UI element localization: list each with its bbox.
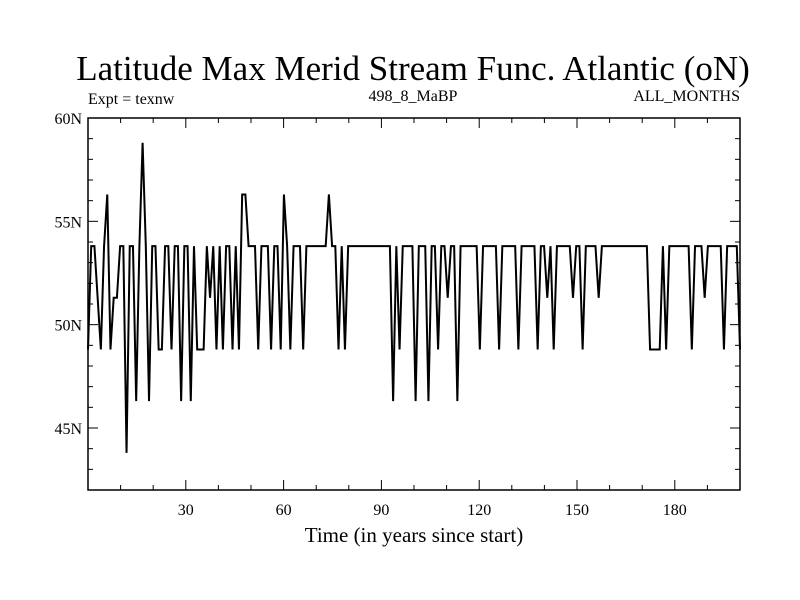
x-tick-label: 30 [178,502,194,519]
y-tick-label: 55N [54,214,82,231]
x-tick-label: 90 [373,502,389,519]
period-label: 498_8_MaBP [369,88,458,105]
y-tick-label: 60N [54,111,82,128]
x-axis-label: Time (in years since start) [305,523,524,547]
chart-title: Latitude Max Merid Stream Func. Atlantic… [76,49,750,88]
x-tick-label: 150 [565,502,589,519]
x-tick-label: 180 [663,502,687,519]
y-tick-label: 45N [54,421,82,438]
axis-tick-labels: 30 60 90 120 150 180 45N 50N 55N 60N [54,111,686,519]
plot-frame [87,117,741,491]
axis-ticks [88,118,740,490]
experiment-label: Expt = texnw [88,91,175,108]
x-tick-label: 60 [276,502,292,519]
x-tick-label: 120 [467,502,491,519]
y-tick-label: 50N [54,318,82,335]
series-line [87,142,741,453]
months-label: ALL_MONTHS [633,88,740,105]
